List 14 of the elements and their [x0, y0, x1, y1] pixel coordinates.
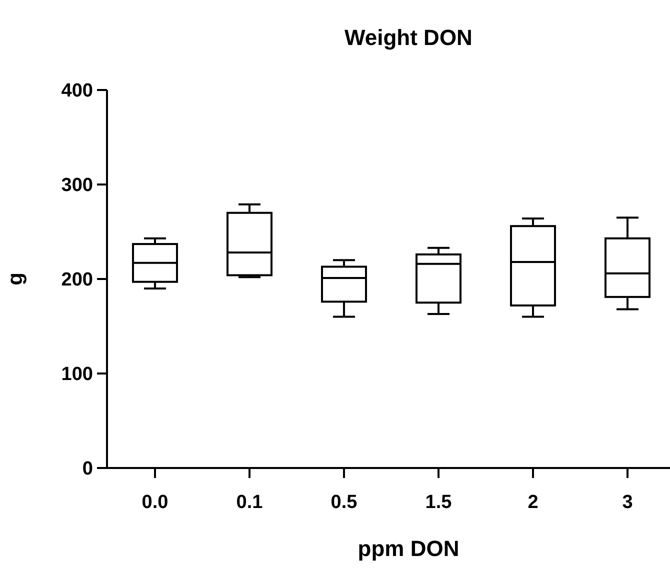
- y-tick-label: 200: [61, 270, 93, 291]
- y-axis-title: g: [4, 272, 27, 286]
- x-axis-title: ppm DON: [358, 536, 460, 561]
- y-tick-label: 300: [61, 175, 93, 196]
- y-tick-label: 0: [82, 458, 93, 480]
- x-tick-label: 3: [622, 492, 633, 513]
- y-tick-label: 400: [61, 80, 93, 102]
- x-tick-label: 0.5: [330, 492, 358, 513]
- x-tick-label: 2: [528, 492, 538, 513]
- x-tick-label: 0.0: [142, 492, 168, 513]
- y-tick-label: 100: [61, 364, 93, 386]
- x-tick-label: 1.5: [425, 492, 452, 513]
- chart-title: Weight DON: [344, 25, 472, 50]
- x-tick-label: 0.1: [236, 492, 264, 513]
